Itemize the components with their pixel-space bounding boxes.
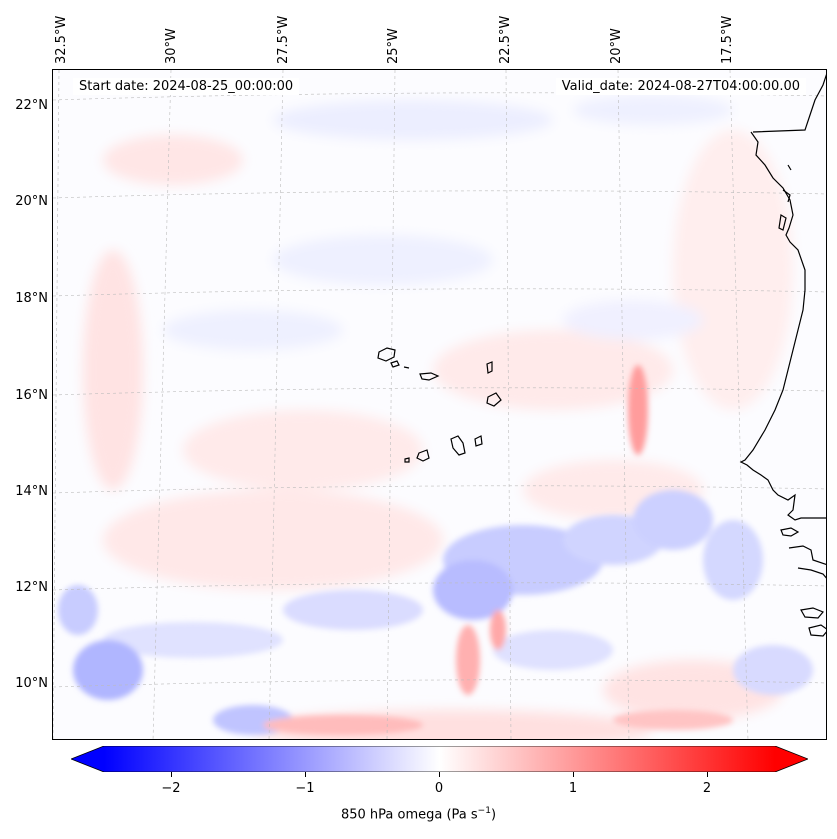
omega-field <box>53 70 826 739</box>
colorbar-extend-min <box>71 746 104 772</box>
lon-label-22-5w: 22.5°W <box>498 15 513 64</box>
lon-label-27-5w: 27.5°W <box>276 15 291 64</box>
map-panel: Start date: 2024-08-25_00:00:00 Valid_da… <box>52 69 827 740</box>
map-canvas <box>53 70 826 739</box>
colorbar-tickmark <box>707 772 708 777</box>
africa-coastline <box>739 74 826 637</box>
lon-label-32-5w: 32.5°W <box>54 15 69 64</box>
lat-label-18n: 18°N <box>15 291 48 306</box>
colorbar-extend-max <box>775 746 808 772</box>
colorbar-label-exponent: −1 <box>477 806 491 816</box>
colorbar-label-end: ) <box>490 807 497 823</box>
lat-label-14n: 14°N <box>15 484 48 499</box>
colorbar-tick-label: −2 <box>161 781 181 796</box>
lat-label-12n: 12°N <box>15 580 48 595</box>
start-date-annotation: Start date: 2024-08-25_00:00:00 <box>73 78 300 95</box>
colorbar-label-main: 850 hPa omega (Pa s <box>340 807 478 823</box>
colorbar-tick-label: 1 <box>568 781 578 796</box>
lon-label-30w: 30°W <box>164 28 179 64</box>
lon-label-20w: 20°W <box>609 28 624 64</box>
colorbar-tick-label: 0 <box>434 781 444 796</box>
colorbar-tickmark <box>439 772 440 777</box>
colorbar <box>69 745 810 773</box>
lat-label-16n: 16°N <box>15 388 48 403</box>
colorbar-tickmark <box>171 772 172 777</box>
lat-label-10n: 10°N <box>15 676 48 691</box>
lat-label-20n: 20°N <box>15 194 48 209</box>
lon-label-17-5w: 17.5°W <box>720 15 735 64</box>
valid-date-annotation: Valid_date: 2024-08-27T04:00:00.00 <box>555 78 806 95</box>
colorbar-svg <box>69 745 810 773</box>
lat-label-22n: 22°N <box>15 98 48 113</box>
colorbar-tickmark <box>573 772 574 777</box>
colorbar-tick-label: −1 <box>295 781 315 796</box>
colorbar-label: 850 hPa omega (Pa s−1) <box>0 806 837 822</box>
cape-verde-islands <box>377 347 502 463</box>
graticule <box>53 70 826 739</box>
lon-label-25w: 25°W <box>386 28 401 64</box>
colorbar-tickmark <box>305 772 306 777</box>
colorbar-tick-label: 2 <box>702 781 712 796</box>
colorbar-body <box>104 746 775 772</box>
